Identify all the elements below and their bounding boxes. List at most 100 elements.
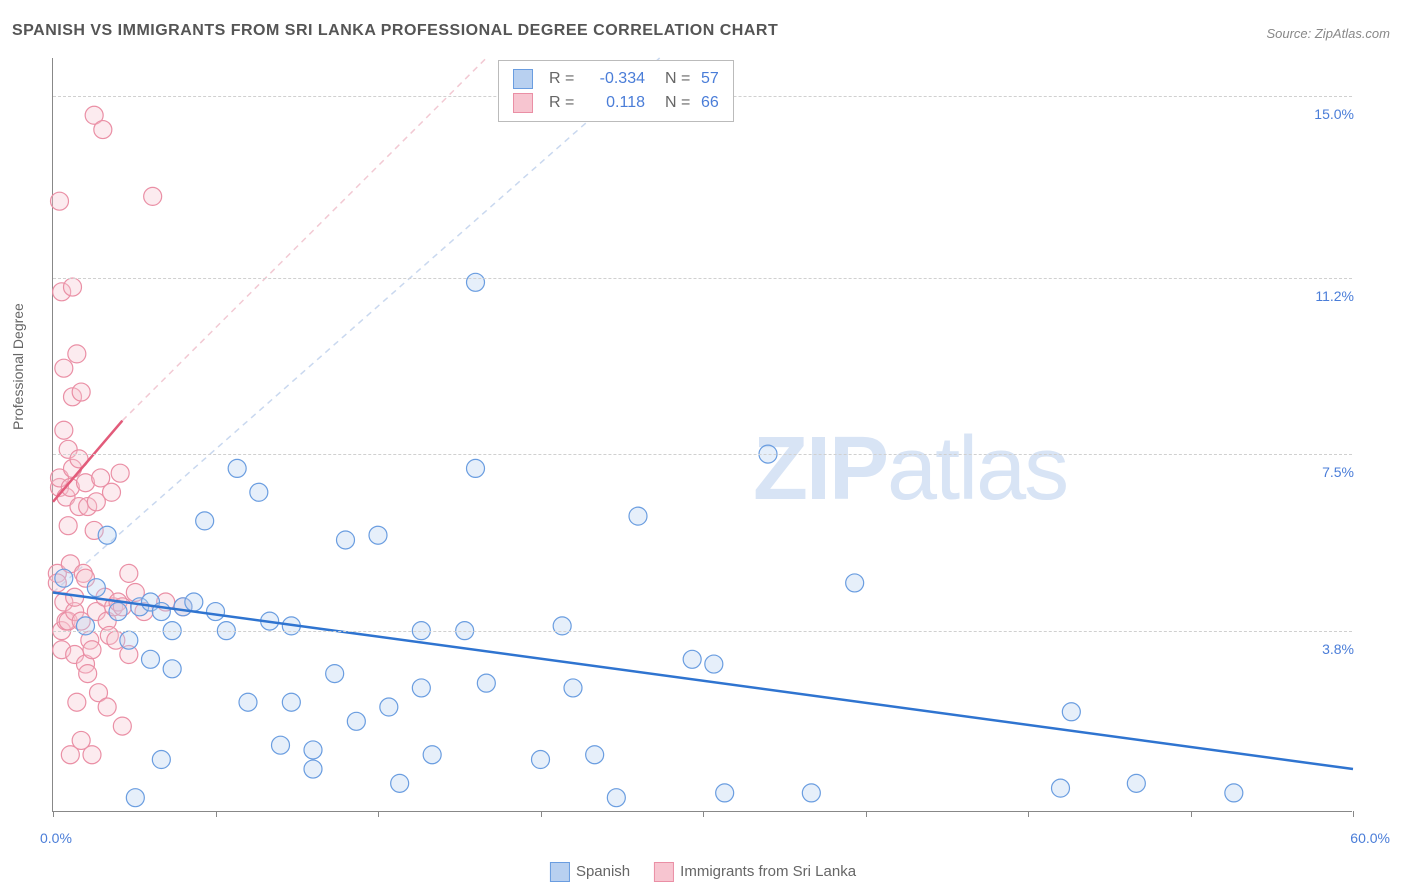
plot-area: ZIPatlas 3.8%7.5%11.2%15.0% (52, 58, 1352, 812)
legend-label: Immigrants from Sri Lanka (680, 863, 856, 880)
data-point (380, 698, 398, 716)
data-point (586, 746, 604, 764)
data-point (802, 784, 820, 802)
legend-swatch (654, 862, 674, 882)
data-point (553, 617, 571, 635)
n-label: N = (665, 67, 691, 91)
data-point (347, 712, 365, 730)
data-point (113, 717, 131, 735)
data-point (83, 641, 101, 659)
data-point (59, 517, 77, 535)
data-point (337, 531, 355, 549)
data-point (163, 660, 181, 678)
stats-row: R =0.118N =66 (513, 91, 719, 115)
legend-item: Spanish (550, 862, 630, 882)
plot-svg (53, 58, 1352, 811)
stats-swatch (513, 93, 533, 113)
x-tick (1353, 811, 1354, 817)
data-point (109, 603, 127, 621)
correlation-chart: SPANISH VS IMMIGRANTS FROM SRI LANKA PRO… (0, 0, 1406, 892)
data-point (564, 679, 582, 697)
data-point (412, 679, 430, 697)
data-point (1052, 779, 1070, 797)
source-attribution: Source: ZipAtlas.com (1266, 26, 1390, 41)
trend-line-spanish (53, 592, 1353, 769)
x-tick (541, 811, 542, 817)
n-value: 57 (701, 67, 719, 91)
data-point (98, 526, 116, 544)
y-tick-label: 15.0% (1294, 106, 1354, 122)
y-axis-title: Professional Degree (10, 303, 26, 430)
data-point (72, 383, 90, 401)
data-point (282, 693, 300, 711)
trend-extrapolation-blue (53, 58, 660, 592)
legend-swatch (550, 862, 570, 882)
grid-line (53, 278, 1352, 279)
data-point (152, 751, 170, 769)
data-point (55, 359, 73, 377)
data-point (304, 760, 322, 778)
grid-line (53, 631, 1352, 632)
data-point (326, 665, 344, 683)
y-tick-label: 11.2% (1294, 288, 1354, 304)
data-point (77, 617, 95, 635)
data-point (64, 278, 82, 296)
x-tick (378, 811, 379, 817)
n-label: N = (665, 91, 691, 115)
data-point (1062, 703, 1080, 721)
x-tick (866, 811, 867, 817)
source-prefix: Source: (1266, 26, 1314, 41)
stats-row: R =-0.334N =57 (513, 67, 719, 91)
y-tick-label: 3.8% (1294, 641, 1354, 657)
data-point (94, 121, 112, 139)
data-point (477, 674, 495, 692)
x-tick (53, 811, 54, 817)
data-point (55, 421, 73, 439)
legend-label: Spanish (576, 863, 630, 880)
data-point (250, 483, 268, 501)
data-point (120, 564, 138, 582)
x-tick (1191, 811, 1192, 817)
data-point (304, 741, 322, 759)
data-point (207, 603, 225, 621)
data-point (55, 569, 73, 587)
legend-bottom: Spanish Immigrants from Sri Lanka (550, 862, 856, 882)
data-point (196, 512, 214, 530)
data-point (846, 574, 864, 592)
legend-item: Immigrants from Sri Lanka (654, 862, 856, 882)
n-value: 66 (701, 91, 719, 115)
chart-title: SPANISH VS IMMIGRANTS FROM SRI LANKA PRO… (12, 22, 778, 40)
data-point (111, 464, 129, 482)
data-point (391, 774, 409, 792)
data-point (467, 459, 485, 477)
data-point (239, 693, 257, 711)
r-label: R = (549, 67, 575, 91)
data-point (83, 746, 101, 764)
x-min-label: 0.0% (40, 830, 72, 846)
data-point (683, 650, 701, 668)
data-point (98, 698, 116, 716)
trend-extrapolation-pink (122, 58, 486, 421)
data-point (369, 526, 387, 544)
data-point (144, 187, 162, 205)
data-point (1225, 784, 1243, 802)
data-point (185, 593, 203, 611)
x-max-label: 60.0% (1350, 830, 1390, 846)
grid-line (53, 454, 1352, 455)
source-name: ZipAtlas.com (1315, 26, 1390, 41)
data-point (142, 650, 160, 668)
data-point (607, 789, 625, 807)
data-point (68, 693, 86, 711)
x-tick (703, 811, 704, 817)
data-point (68, 345, 86, 363)
x-tick (216, 811, 217, 817)
data-point (228, 459, 246, 477)
data-point (103, 483, 121, 501)
data-point (120, 631, 138, 649)
data-point (126, 789, 144, 807)
stats-swatch (513, 69, 533, 89)
data-point (1127, 774, 1145, 792)
data-point (51, 192, 69, 210)
stats-box: R =-0.334N =57R =0.118N =66 (498, 60, 734, 122)
data-point (423, 746, 441, 764)
